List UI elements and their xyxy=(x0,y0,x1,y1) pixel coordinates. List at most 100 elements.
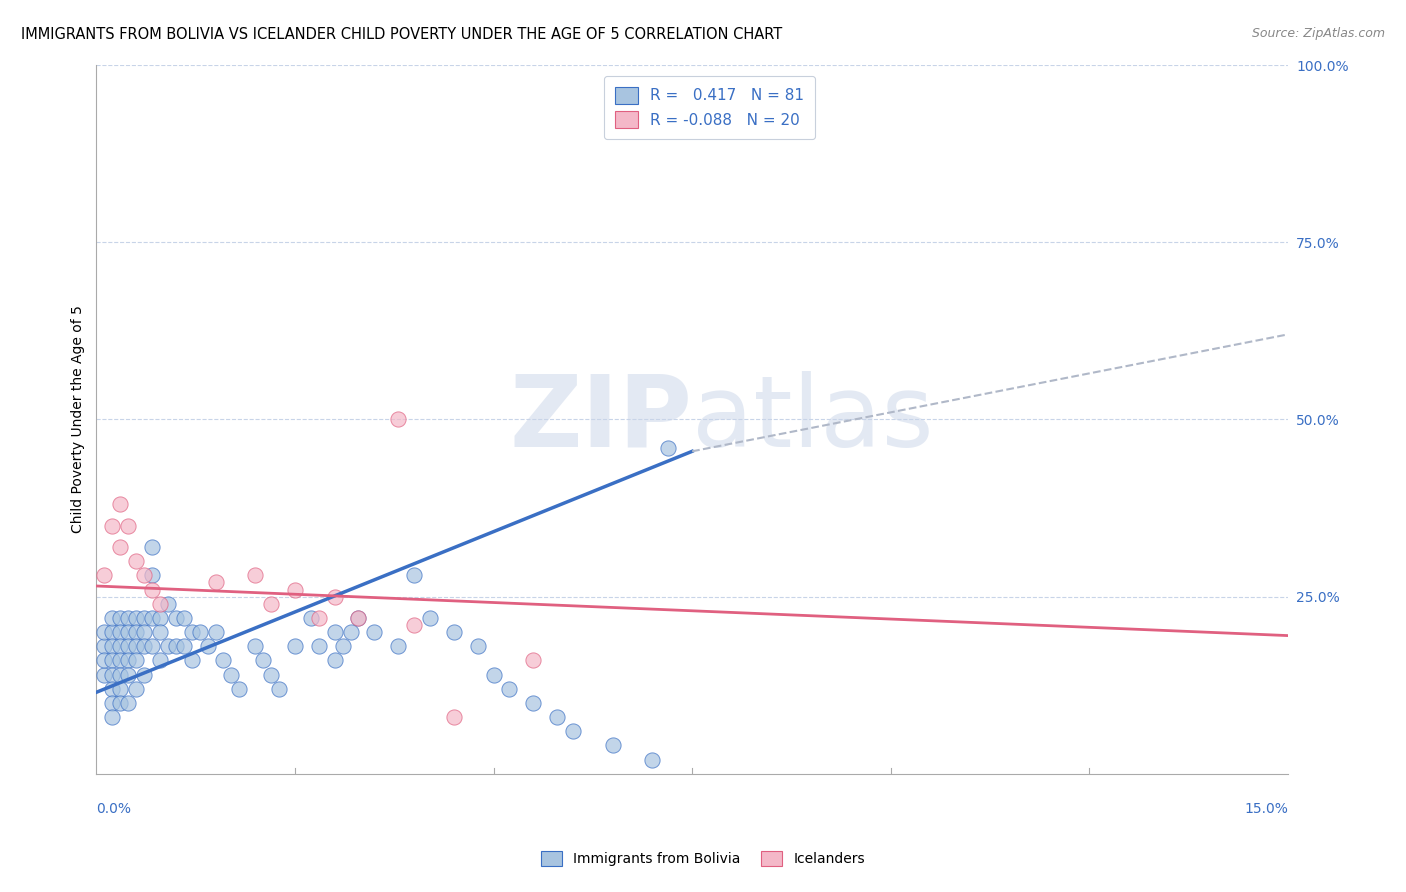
Point xyxy=(347,611,370,625)
Point xyxy=(132,625,155,640)
Point xyxy=(108,498,131,512)
Point xyxy=(108,625,131,640)
Text: ZIP: ZIP xyxy=(509,371,692,468)
Text: atlas: atlas xyxy=(692,371,934,468)
Point xyxy=(101,681,124,696)
Point xyxy=(260,597,283,611)
Point xyxy=(562,724,585,739)
Point xyxy=(93,639,115,653)
Point xyxy=(173,639,195,653)
Point xyxy=(117,518,139,533)
Point xyxy=(482,667,505,681)
Point xyxy=(101,653,124,667)
Point xyxy=(173,611,195,625)
Point xyxy=(149,597,172,611)
Point xyxy=(132,568,155,582)
Point xyxy=(284,582,307,597)
Point xyxy=(101,639,124,653)
Y-axis label: Child Poverty Under the Age of 5: Child Poverty Under the Age of 5 xyxy=(72,305,86,533)
Point xyxy=(308,639,330,653)
Point xyxy=(125,625,148,640)
Point xyxy=(404,568,426,582)
Point xyxy=(387,639,409,653)
Point xyxy=(108,611,131,625)
Text: IMMIGRANTS FROM BOLIVIA VS ICELANDER CHILD POVERTY UNDER THE AGE OF 5 CORRELATIO: IMMIGRANTS FROM BOLIVIA VS ICELANDER CHI… xyxy=(21,27,782,42)
Point xyxy=(117,625,139,640)
Point xyxy=(101,696,124,710)
Point xyxy=(197,639,219,653)
Point xyxy=(498,681,520,696)
Point xyxy=(141,611,163,625)
Point xyxy=(108,653,131,667)
Point xyxy=(339,625,361,640)
Point xyxy=(132,639,155,653)
Point xyxy=(117,611,139,625)
Point xyxy=(260,667,283,681)
Point xyxy=(443,625,465,640)
Point xyxy=(165,639,187,653)
Point xyxy=(299,611,322,625)
Point xyxy=(443,710,465,724)
Point xyxy=(108,667,131,681)
Point xyxy=(323,590,346,604)
Point xyxy=(404,618,426,632)
Point xyxy=(93,667,115,681)
Point xyxy=(117,667,139,681)
Point xyxy=(117,653,139,667)
Point xyxy=(522,653,544,667)
Point xyxy=(245,568,267,582)
Point xyxy=(108,540,131,554)
Point xyxy=(93,625,115,640)
Point xyxy=(117,696,139,710)
Legend: Immigrants from Bolivia, Icelanders: Immigrants from Bolivia, Icelanders xyxy=(536,846,870,871)
Point xyxy=(156,639,179,653)
Point xyxy=(101,518,124,533)
Point xyxy=(141,568,163,582)
Point xyxy=(149,625,172,640)
Point xyxy=(108,681,131,696)
Point xyxy=(188,625,211,640)
Point xyxy=(117,639,139,653)
Point xyxy=(132,667,155,681)
Point xyxy=(204,625,226,640)
Point xyxy=(125,611,148,625)
Point xyxy=(308,611,330,625)
Point xyxy=(101,625,124,640)
Point xyxy=(245,639,267,653)
Point xyxy=(93,653,115,667)
Point xyxy=(228,681,250,696)
Point xyxy=(141,639,163,653)
Point xyxy=(108,696,131,710)
Point xyxy=(323,625,346,640)
Point xyxy=(522,696,544,710)
Point xyxy=(101,710,124,724)
Point xyxy=(125,681,148,696)
Point xyxy=(221,667,243,681)
Point xyxy=(108,639,131,653)
Point xyxy=(180,653,202,667)
Point xyxy=(363,625,385,640)
Point xyxy=(546,710,568,724)
Point xyxy=(101,667,124,681)
Point xyxy=(93,568,115,582)
Point xyxy=(657,441,679,455)
Point xyxy=(165,611,187,625)
Text: Source: ZipAtlas.com: Source: ZipAtlas.com xyxy=(1251,27,1385,40)
Point xyxy=(467,639,489,653)
Point xyxy=(387,412,409,426)
Point xyxy=(156,597,179,611)
Point xyxy=(284,639,307,653)
Point xyxy=(641,753,664,767)
Point xyxy=(332,639,354,653)
Legend: R =   0.417   N = 81, R = -0.088   N = 20: R = 0.417 N = 81, R = -0.088 N = 20 xyxy=(605,77,815,138)
Point xyxy=(323,653,346,667)
Point xyxy=(149,611,172,625)
Point xyxy=(101,611,124,625)
Point xyxy=(149,653,172,667)
Point xyxy=(125,653,148,667)
Point xyxy=(125,554,148,568)
Point xyxy=(125,639,148,653)
Point xyxy=(141,540,163,554)
Point xyxy=(180,625,202,640)
Point xyxy=(267,681,290,696)
